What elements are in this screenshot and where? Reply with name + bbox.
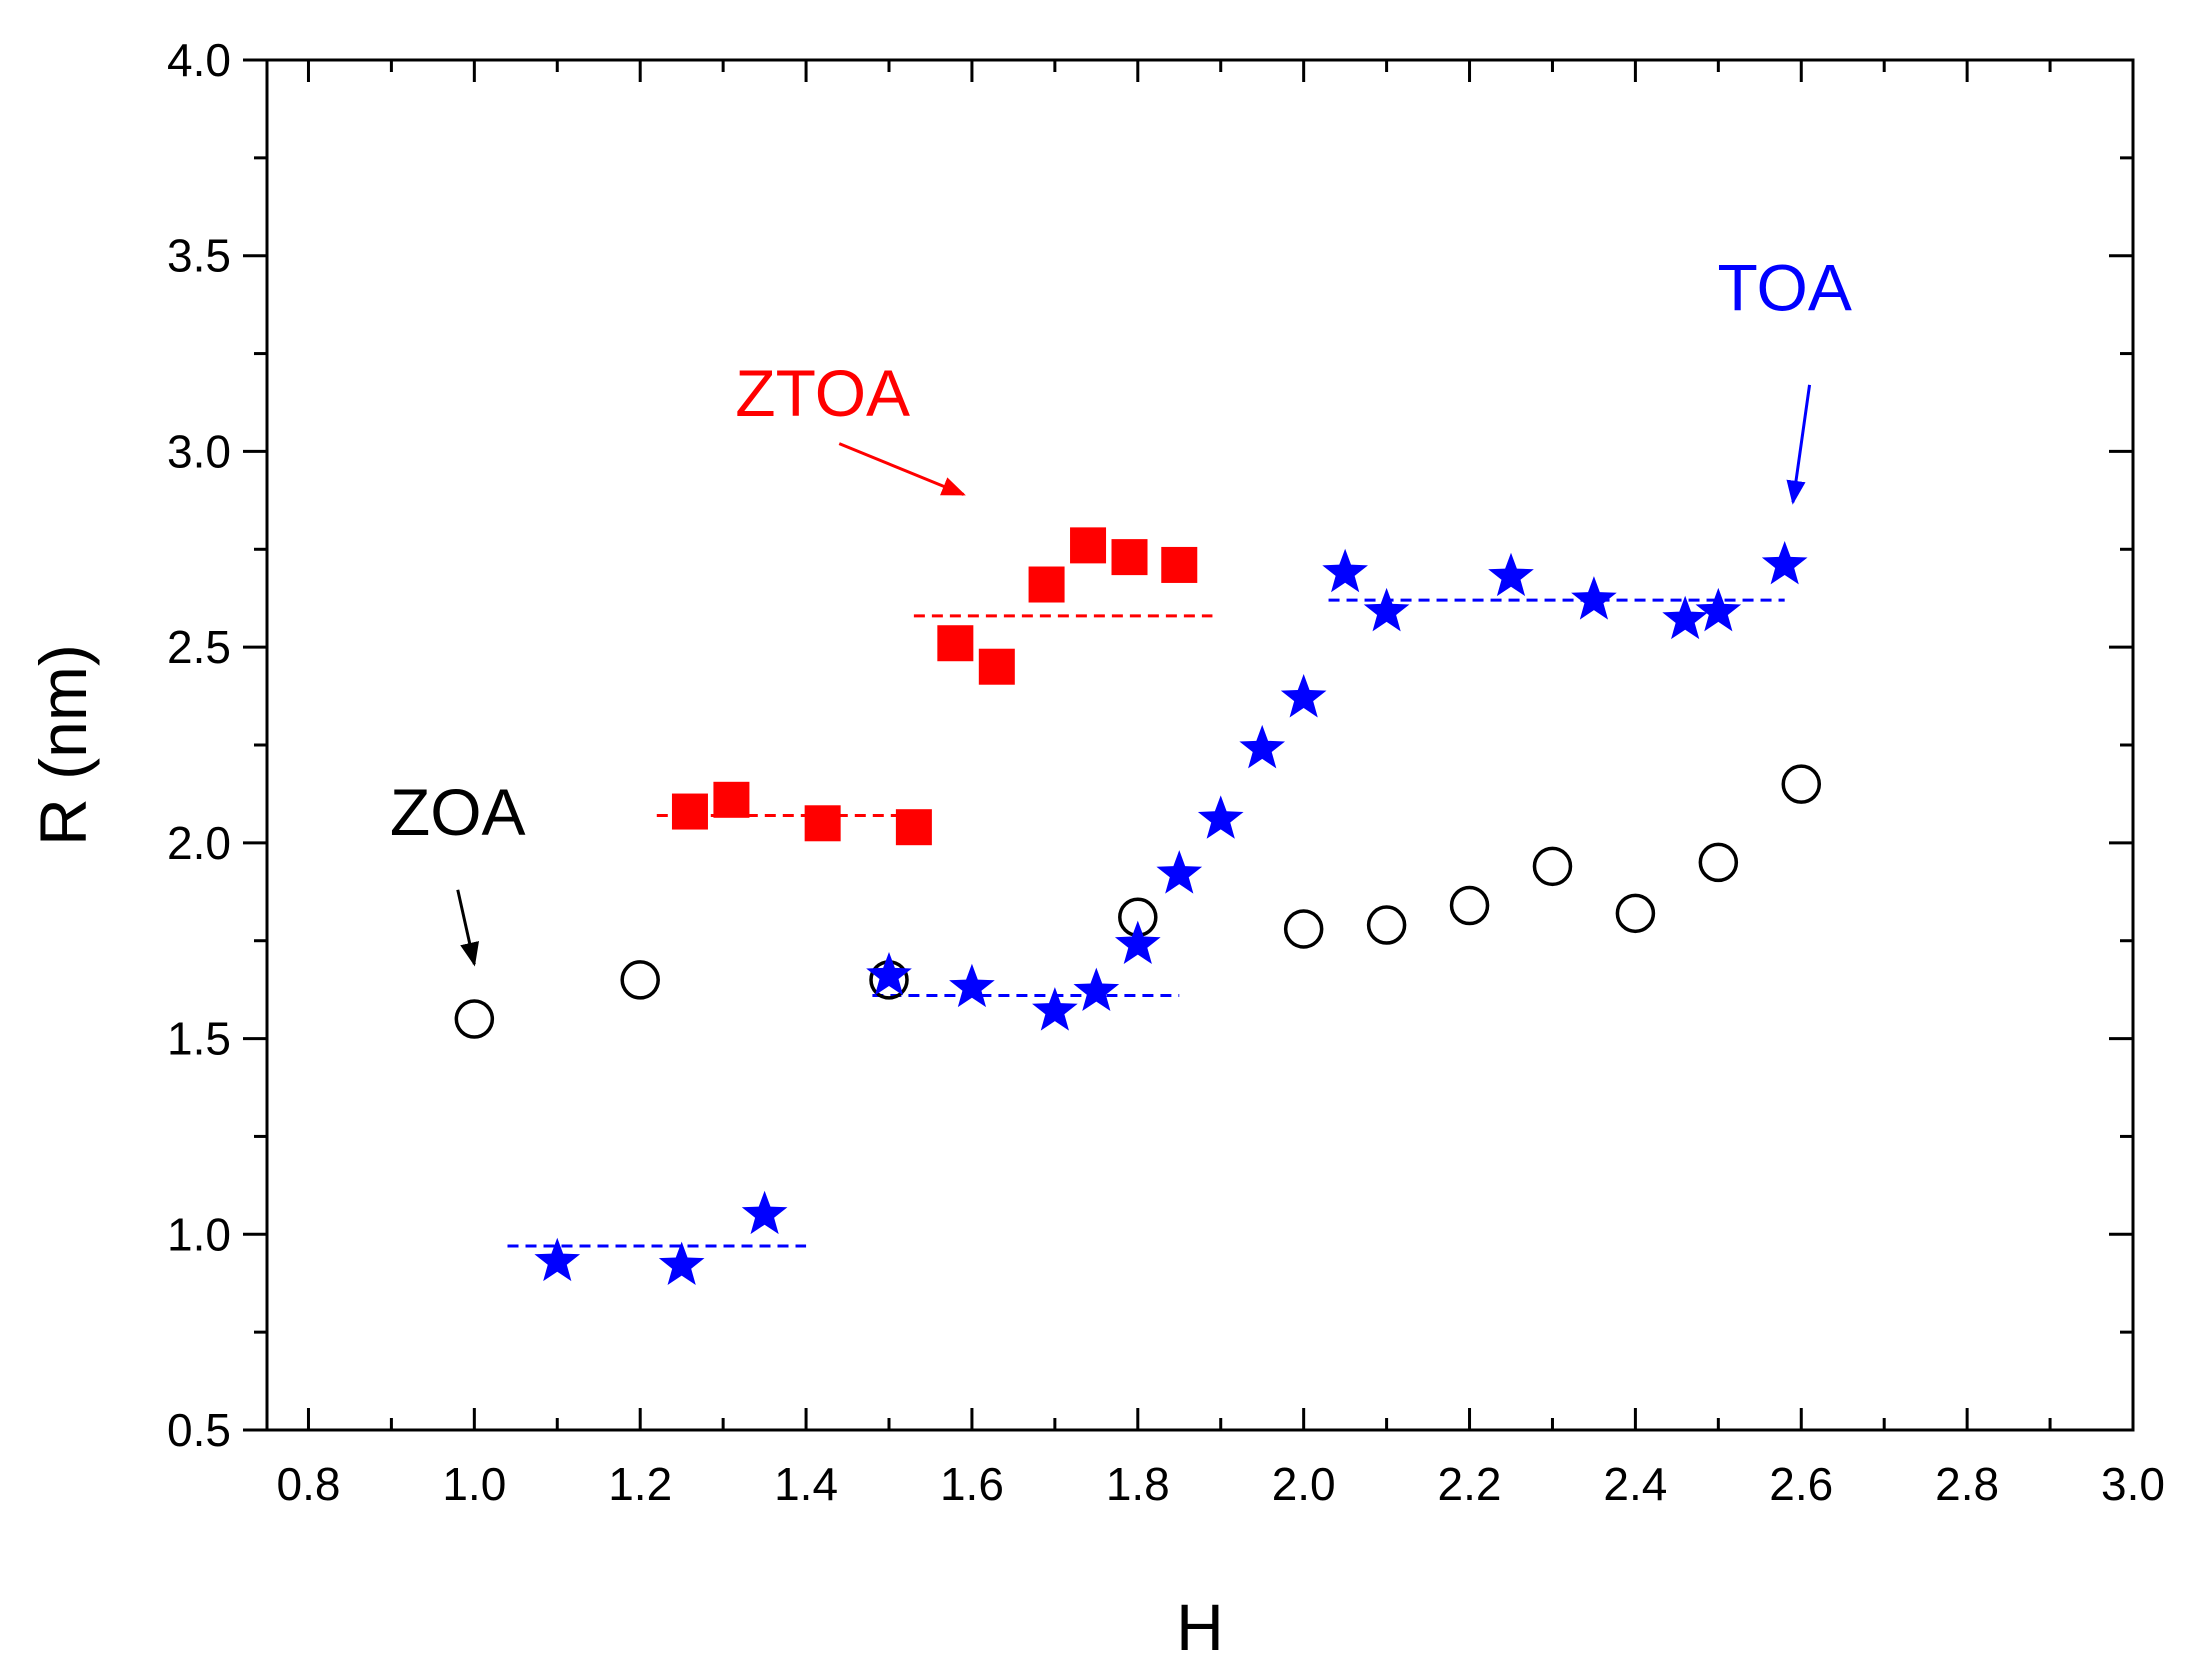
toa-point <box>1695 587 1742 632</box>
zoa-point <box>454 999 495 1039</box>
toa-point <box>866 951 912 996</box>
x-axis-title: H <box>1176 1590 1224 1664</box>
x-tick-label: 0.8 <box>276 1458 340 1510</box>
ztoa-point <box>713 781 750 818</box>
reference-lines <box>507 598 1785 1248</box>
x-tick-label: 1.6 <box>940 1458 1004 1510</box>
zoa-point <box>1283 909 1324 949</box>
ztoa-point <box>937 625 974 662</box>
toa-point <box>1322 548 1368 593</box>
toa-label: TOA <box>1717 251 1851 325</box>
y-tick-label: 0.5 <box>167 1404 231 1456</box>
toa-point <box>1761 540 1808 585</box>
toa-point <box>1156 850 1203 894</box>
x-tick-label: 2.6 <box>1769 1458 1833 1510</box>
axis-ticks <box>243 58 2135 1432</box>
x-tick-label: 2.8 <box>1935 1458 1999 1510</box>
y-tick-label: 4.0 <box>167 34 231 86</box>
y-axis-title: R (nm) <box>26 644 100 846</box>
y-tick-label: 2.5 <box>167 621 231 673</box>
zoa-label: ZOA <box>390 775 526 849</box>
toa-point <box>1488 552 1534 597</box>
toa-point <box>1363 587 1410 632</box>
zoa-point <box>1781 764 1822 804</box>
x-tick-label: 1.2 <box>608 1458 672 1510</box>
ztoa-label: ZTOA <box>735 356 910 430</box>
x-tick-label: 2.0 <box>1272 1458 1336 1510</box>
toa-point <box>1032 987 1078 1031</box>
toa-arrow <box>1786 384 1812 505</box>
y-tick-label: 2.0 <box>167 817 231 869</box>
x-tick-label: 2.2 <box>1438 1458 1502 1510</box>
toa-point <box>1114 920 1161 965</box>
toa-point <box>1239 724 1286 769</box>
toa-point <box>1662 595 1708 640</box>
x-tick-label: 3.0 <box>2101 1458 2165 1510</box>
toa-point <box>534 1237 581 1282</box>
y-tick-label: 1.5 <box>167 1013 231 1065</box>
zoa-point <box>1698 842 1739 883</box>
zoa-point <box>1615 893 1656 934</box>
x-tick-label: 1.0 <box>442 1458 506 1510</box>
toa-point <box>1571 576 1617 620</box>
x-tick-label: 2.4 <box>1603 1458 1667 1510</box>
toa-point <box>1073 967 1120 1012</box>
ztoa-point <box>1111 539 1148 576</box>
y-tick-label: 3.5 <box>167 230 231 282</box>
zoa-point <box>1449 885 1490 926</box>
zoa-point <box>1366 905 1407 945</box>
ztoa-point <box>895 809 932 846</box>
x-tick-label: 1.8 <box>1106 1458 1170 1510</box>
toa-point <box>1280 674 1327 718</box>
toa-point <box>1197 795 1244 839</box>
data-points <box>454 527 1822 1286</box>
ztoa-point <box>1028 566 1065 603</box>
y-tick-label: 1.0 <box>167 1208 231 1260</box>
ztoa-point <box>978 648 1015 685</box>
ztoa-arrow <box>838 442 966 496</box>
zoa-arrow <box>456 889 480 967</box>
ztoa-point <box>671 793 708 830</box>
ztoa-point <box>1161 546 1198 583</box>
ztoa-point <box>1070 527 1107 564</box>
y-tick-label: 3.0 <box>167 425 231 477</box>
x-tick-label: 1.4 <box>774 1458 838 1510</box>
annotations: ZOA ZTOA TOA <box>390 251 1852 967</box>
plot-frame <box>265 58 2135 1432</box>
zoa-point <box>620 960 660 1000</box>
toa-point <box>658 1241 705 1286</box>
toa-point <box>741 1190 788 1235</box>
toa-point <box>949 963 995 1008</box>
ztoa-point <box>804 805 841 842</box>
zoa-point <box>1532 846 1573 887</box>
